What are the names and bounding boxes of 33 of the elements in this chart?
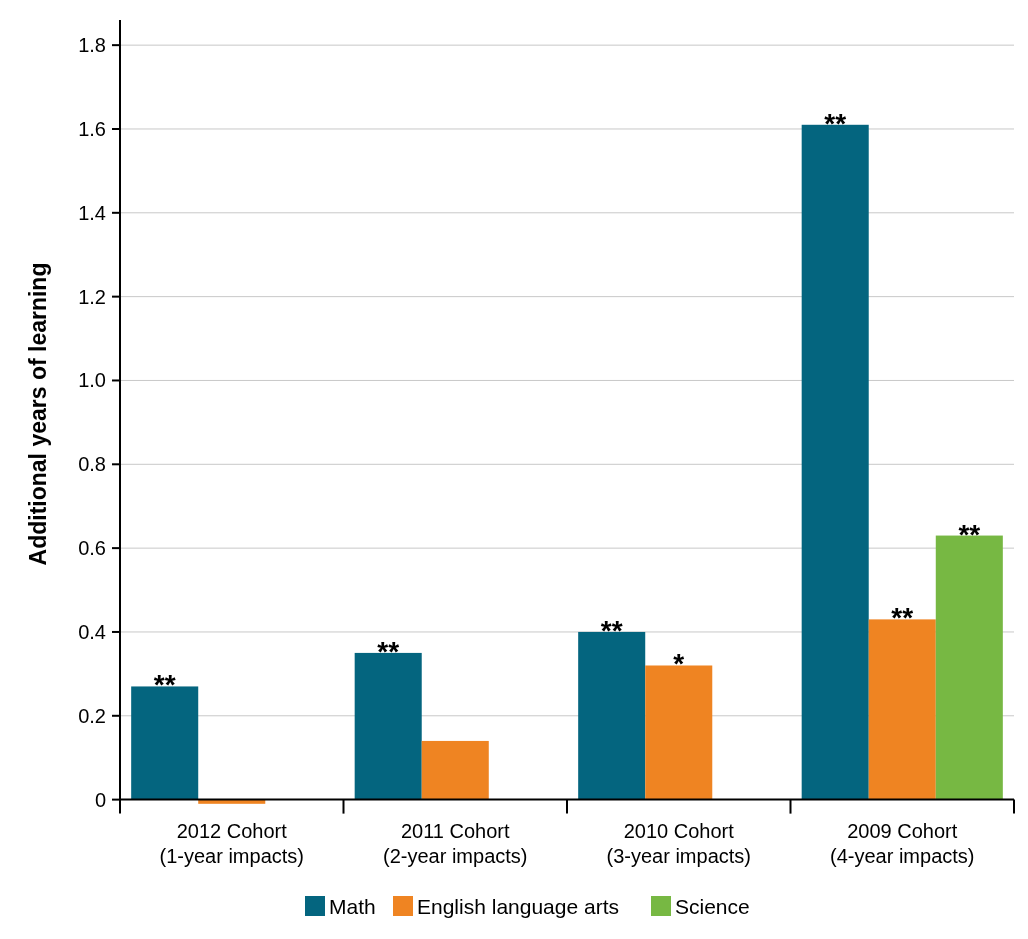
y-tick-label: 0.6 [78,537,106,560]
bar [131,686,199,800]
bar [578,631,646,800]
bar [801,124,869,800]
y-tick-label: 1.0 [78,369,106,392]
bar [421,740,489,800]
x-tick-label: 2010 Cohort (3-year impacts) [606,819,751,867]
bar [868,619,936,800]
legend-label: English language arts [417,895,619,918]
bar [645,665,713,800]
x-tick-label: 2009 Cohort (4-year impacts) [830,819,975,867]
data-label: ** [891,602,914,634]
y-tick-label: 1.4 [78,201,106,224]
data-label: ** [600,614,623,646]
legend-label: Math [329,895,376,918]
data-label: ** [824,107,847,139]
data-label: ** [958,518,981,550]
x-tick-label: 2011 Cohort (2-year impacts) [383,819,528,867]
y-axis-title: Additional years of learning [25,262,51,566]
y-tick-label: 1.2 [78,285,106,308]
legend-label: Science [675,895,750,918]
y-tick-label: 0 [94,788,106,811]
data-label: ** [377,635,400,667]
bar [935,535,1003,800]
data-label: ** [153,669,176,701]
y-tick-label: 1.6 [78,117,106,140]
x-tick-label: 2012 Cohort (1-year impacts) [159,819,304,867]
bar [354,652,422,800]
y-tick-label: 0.4 [78,620,106,643]
y-tick-label: 1.8 [78,34,106,57]
y-tick-label: 0.2 [78,704,106,727]
data-label: * [673,648,685,680]
y-tick-label: 0.8 [78,453,106,476]
